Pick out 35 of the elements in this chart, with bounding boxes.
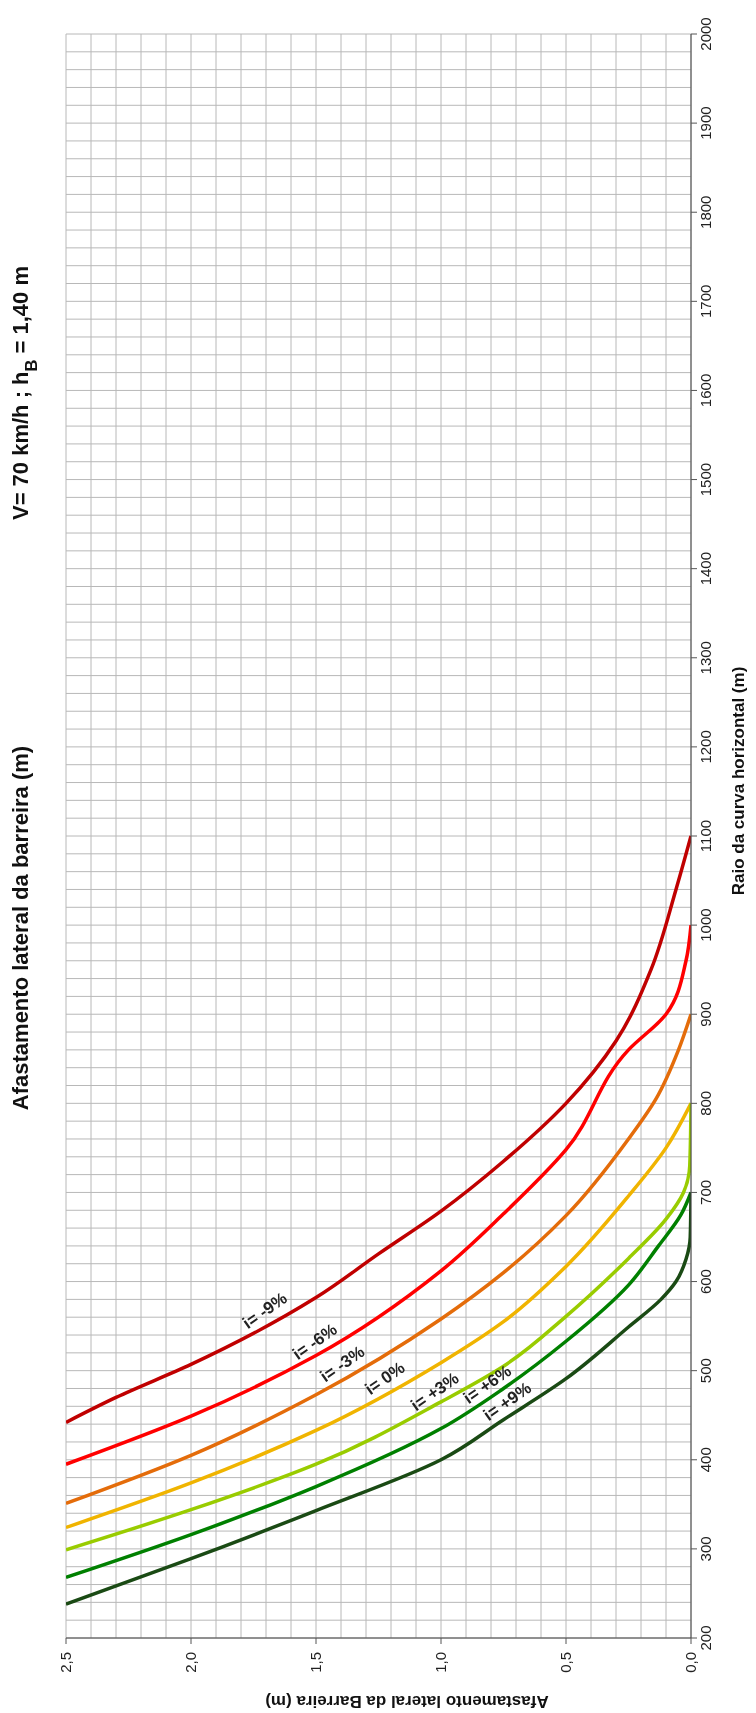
x-tick-label: 2,5 [57, 1652, 74, 1673]
x-tick-label: 1,0 [432, 1652, 449, 1673]
line-series [66, 834, 691, 1425]
annotation: i= 0% [361, 1357, 409, 1399]
y-tick-label: 1600 [697, 373, 714, 408]
line-series [66, 923, 691, 1466]
y-tick-label: 800 [697, 1090, 714, 1116]
x-tick-label: 2,0 [182, 1652, 199, 1673]
y-tick-label: 700 [697, 1179, 714, 1205]
x-axis-title: Afastamento lateral da Barreira (m) [265, 1692, 549, 1711]
y-tick-label: 1200 [697, 730, 714, 764]
y-tick-label: 900 [697, 1001, 714, 1027]
annotation: i= -6% [289, 1319, 341, 1364]
x-tick-label: 1,5 [307, 1652, 324, 1673]
y-tick-label: 300 [697, 1536, 714, 1562]
y-tick-label: 1500 [697, 462, 714, 497]
y-tick-label: 600 [697, 1269, 714, 1295]
y-tick-label: 1300 [697, 641, 714, 675]
y-tick-label: 1700 [697, 284, 714, 319]
y-tick-label: 200 [697, 1625, 714, 1651]
annotation: i= -9% [239, 1288, 291, 1333]
y-tick-label: 1400 [697, 551, 714, 586]
line-series [66, 1012, 691, 1506]
x-tick-label: 0,5 [557, 1652, 574, 1673]
y-axis-title: Raio da curva horizontal (m) [729, 666, 748, 896]
y-tick-label: 2000 [697, 17, 714, 51]
y-tick-label: 1000 [697, 908, 714, 942]
x-tick-label: 0,0 [682, 1652, 699, 1673]
y-tick-label: 1800 [697, 195, 714, 229]
annotation: i= +3% [407, 1368, 463, 1415]
text: Afastamento lateral da barreira (m) [8, 745, 33, 1111]
y-tick-label: 1100 [697, 819, 714, 853]
y-tick-label: 500 [697, 1358, 714, 1384]
y-tick-label: 400 [697, 1447, 714, 1473]
y-tick-label: 1900 [697, 106, 714, 140]
